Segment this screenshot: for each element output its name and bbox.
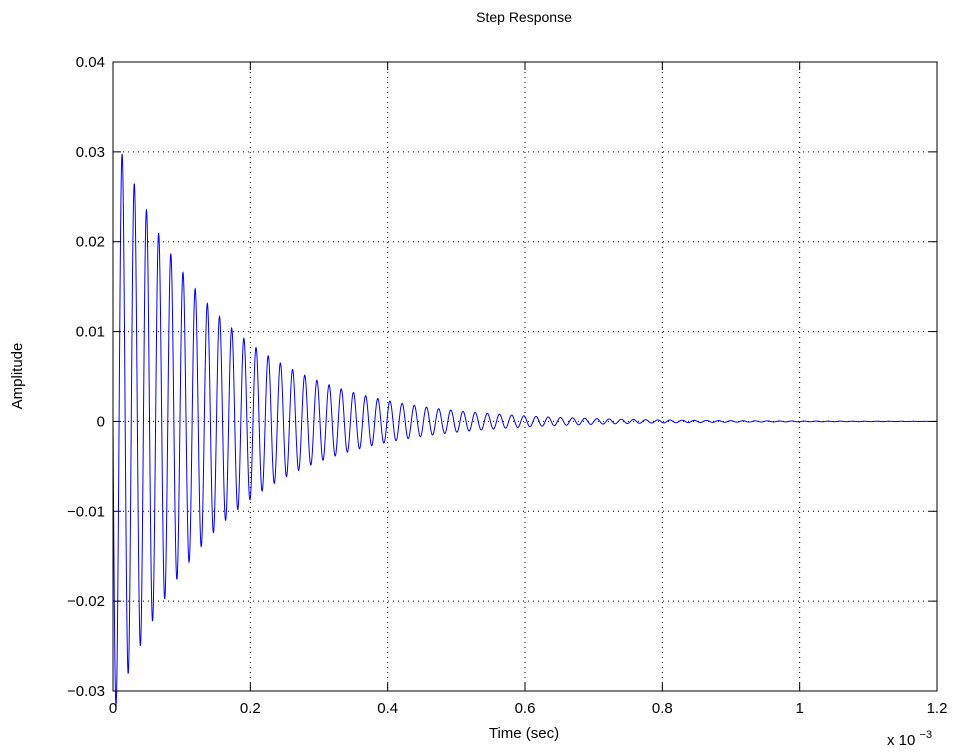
y-tick-label: −0.02: [67, 593, 105, 610]
y-tick-label: 0.01: [76, 324, 105, 341]
x-tick-label: 0.2: [240, 700, 261, 717]
y-tick-label: −0.01: [67, 503, 105, 520]
x-tick-label: 0.8: [652, 700, 673, 717]
x-tick-label: 1.2: [927, 700, 948, 717]
x-tick-label: 0.6: [515, 700, 536, 717]
y-tick-label: 0.02: [76, 234, 105, 251]
x-tick-label: 0: [109, 700, 117, 717]
y-tick-label: 0.03: [76, 144, 105, 161]
x-axis-exponent: x 10 −3: [887, 729, 932, 749]
x-tick-label: 1: [795, 700, 803, 717]
y-tick-label: 0.04: [76, 54, 105, 71]
y-axis-label: Amplitude: [9, 343, 26, 410]
plot-area: [113, 62, 937, 691]
series-group: [112, 153, 938, 707]
y-tick-label: −0.03: [67, 683, 105, 700]
x-axis-label: Time (sec): [489, 725, 559, 742]
x-tick-labels: 0 0.2 0.4 0.6 0.8 1 1.2: [109, 700, 948, 717]
x-exponent-power: −3: [920, 729, 933, 741]
x-exponent-base: x 10: [887, 732, 915, 749]
series-line: [112, 153, 938, 707]
y-tick-labels: −0.03 −0.02 −0.01 0 0.01 0.02 0.03 0.04: [67, 54, 105, 700]
axes: [112, 61, 938, 692]
chart-title: Step Response: [476, 9, 572, 25]
y-tick-label: 0: [97, 413, 105, 430]
x-tick-label: 0.4: [377, 700, 398, 717]
